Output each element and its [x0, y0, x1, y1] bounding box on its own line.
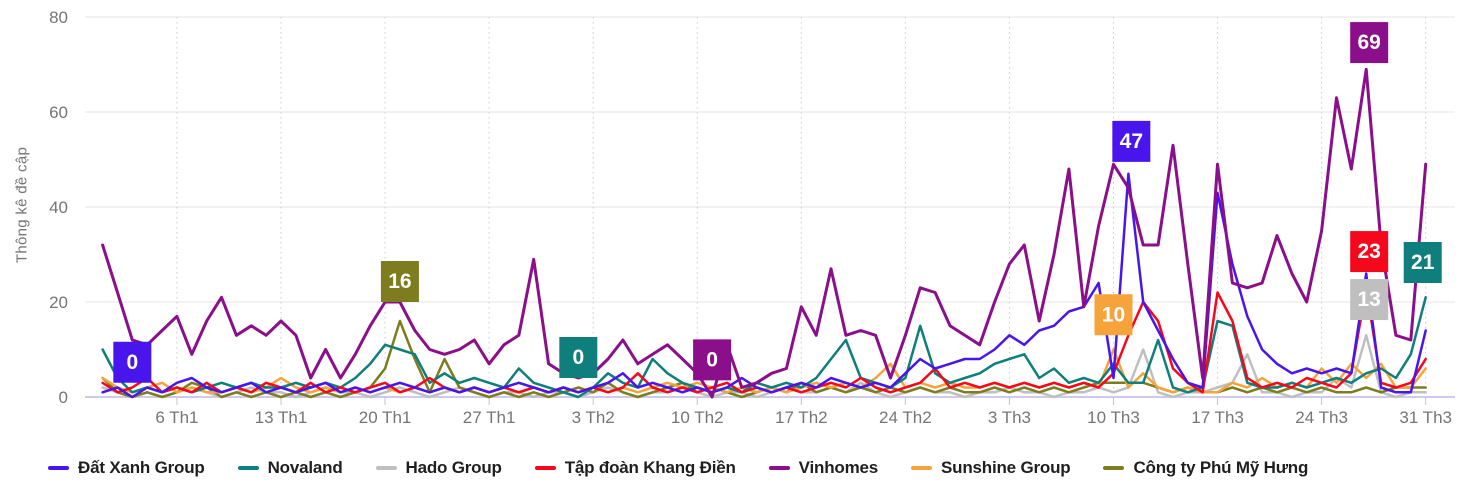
legend-swatch-icon: [375, 466, 397, 470]
annotation-badge-value: 21: [1411, 251, 1435, 274]
y-tick-label: 40: [49, 198, 68, 217]
legend-item-hado-group[interactable]: Hado Group: [375, 458, 502, 478]
annotation-badge-16: [380, 261, 419, 302]
x-tick-label: 24 Th2: [879, 408, 932, 427]
annotation-badge-0: [559, 337, 598, 378]
x-tick-label: 6 Th1: [155, 408, 198, 427]
legend-item-label: Novaland: [267, 458, 343, 477]
legend-item-sunshine-group[interactable]: Sunshine Group: [911, 458, 1071, 478]
x-tick-label: 20 Th1: [359, 408, 412, 427]
annotation-badge-value: 10: [1102, 303, 1125, 326]
y-tick-label: 20: [49, 293, 68, 312]
legend-swatch-icon: [237, 466, 259, 470]
annotation-badge-value: 13: [1358, 288, 1381, 311]
legend-swatch-icon: [911, 466, 933, 470]
series-line-vinhomes[interactable]: [101, 67, 1428, 399]
x-tick-label: 13 Th1: [255, 408, 308, 427]
legend-item-label: Hado Group: [405, 458, 502, 477]
x-tick-label: 24 Th3: [1295, 408, 1348, 427]
annotation-badge-value: 0: [706, 348, 718, 371]
annotation-badge-21: [1403, 242, 1442, 283]
annotation-badge-13: [1350, 279, 1389, 321]
legend-item-cong-ty-phu-my-hung[interactable]: Công ty Phú Mỹ Hưng: [1103, 458, 1308, 478]
annotation-badge-23: [1350, 231, 1389, 273]
legend-swatch-icon: [534, 466, 556, 470]
annotation-badge-value: 0: [572, 346, 584, 369]
legend-swatch-icon: [768, 466, 790, 470]
legend-item-vinhomes[interactable]: Vinhomes: [768, 458, 879, 478]
annotation-badge-value: 23: [1358, 240, 1381, 263]
x-tick-label: 3 Th2: [572, 408, 615, 427]
legend-item-label: Công ty Phú Mỹ Hưng: [1133, 458, 1309, 477]
y-tick-label: 0: [59, 388, 68, 407]
annotation-badge-value: 16: [388, 270, 411, 293]
line-chart[interactable]: 0 20 40 60 80 6 Th1 13 Th1 20 Th1 27 Th1 3 Th2 10 …: [0, 0, 1463, 440]
legend-item-novaland[interactable]: Novaland: [237, 458, 343, 478]
legend-item-tap-doan-khang-dien[interactable]: Tập đoàn Khang Điền: [534, 458, 736, 478]
x-tick-label: 27 Th1: [463, 408, 516, 427]
chart-container: Thông kê đề cập 0 20 40 60 80 6 Th1 13 Th1 20 T…: [0, 0, 1463, 440]
x-tick-label: 10 Th2: [671, 408, 724, 427]
legend-item-label: Sunshine Group: [941, 458, 1071, 477]
x-tick-label: 31 Th3: [1399, 408, 1452, 427]
annotation-badge-value: 69: [1358, 31, 1381, 54]
annotation-badge-69: [1350, 22, 1389, 64]
legend-item-dat-xanh-group[interactable]: Đất Xanh Group: [48, 458, 205, 478]
legend-swatch-icon: [1103, 466, 1125, 470]
x-tick-label: 17 Th3: [1191, 408, 1244, 427]
annotation-badge-value: 0: [126, 351, 138, 374]
legend-item-label: Vinhomes: [798, 458, 879, 477]
annotation-badge-0: [113, 341, 152, 383]
annotation-badge-value: 47: [1120, 130, 1143, 153]
annotation-badge-47: [1112, 120, 1151, 162]
annotation-badge-0: [693, 339, 732, 381]
y-tick-label: 80: [49, 8, 68, 27]
x-tick-label: 10 Th3: [1087, 408, 1140, 427]
legend-swatch-icon: [48, 466, 69, 470]
x-tick-label: 17 Th2: [775, 408, 828, 427]
x-tick-label: 3 Th3: [988, 408, 1031, 427]
legend-item-label: Tập đoàn Khang Điền: [564, 458, 736, 477]
legend-item-label: Đất Xanh Group: [78, 458, 205, 477]
chart-legend: Đất Xanh Group Novaland Hado Group Tập đoàn…: [0, 451, 1463, 485]
annotation-badge-10: [1094, 294, 1133, 336]
y-tick-label: 60: [49, 103, 68, 122]
